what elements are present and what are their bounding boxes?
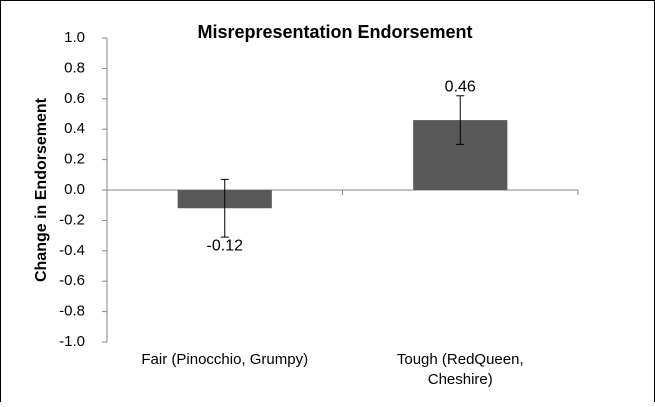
y-tick-label: 0.0 (64, 181, 85, 198)
x-tick-label-box: Fair (Pinocchio, Grumpy) (141, 351, 309, 368)
y-tick-label: -0.8 (59, 303, 85, 320)
x-tick-label-box: Tough (RedQueen, Cheshire) (396, 351, 524, 388)
y-tick-label: -1.0 (59, 333, 85, 350)
data-label: -0.12 (207, 237, 244, 254)
y-tick-label: 0.6 (64, 90, 85, 107)
data-label: 0.46 (445, 78, 476, 95)
y-tick-label: -0.6 (59, 272, 85, 289)
x-tick-label: Fair (Pinocchio, Grumpy) (141, 351, 309, 368)
y-tick-label: 0.2 (64, 151, 85, 168)
y-tick-label: 0.8 (64, 59, 85, 76)
chart-title: Misrepresentation Endorsement (197, 22, 472, 42)
y-tick-label: -0.4 (59, 242, 85, 259)
y-tick-label: 1.0 (64, 29, 85, 46)
y-tick-label: 0.4 (64, 120, 85, 137)
x-tick-label: Tough (RedQueen, Cheshire) (396, 351, 524, 388)
y-tick-label: -0.2 (59, 211, 85, 228)
y-axis-title: Change in Endorsement (33, 97, 50, 282)
